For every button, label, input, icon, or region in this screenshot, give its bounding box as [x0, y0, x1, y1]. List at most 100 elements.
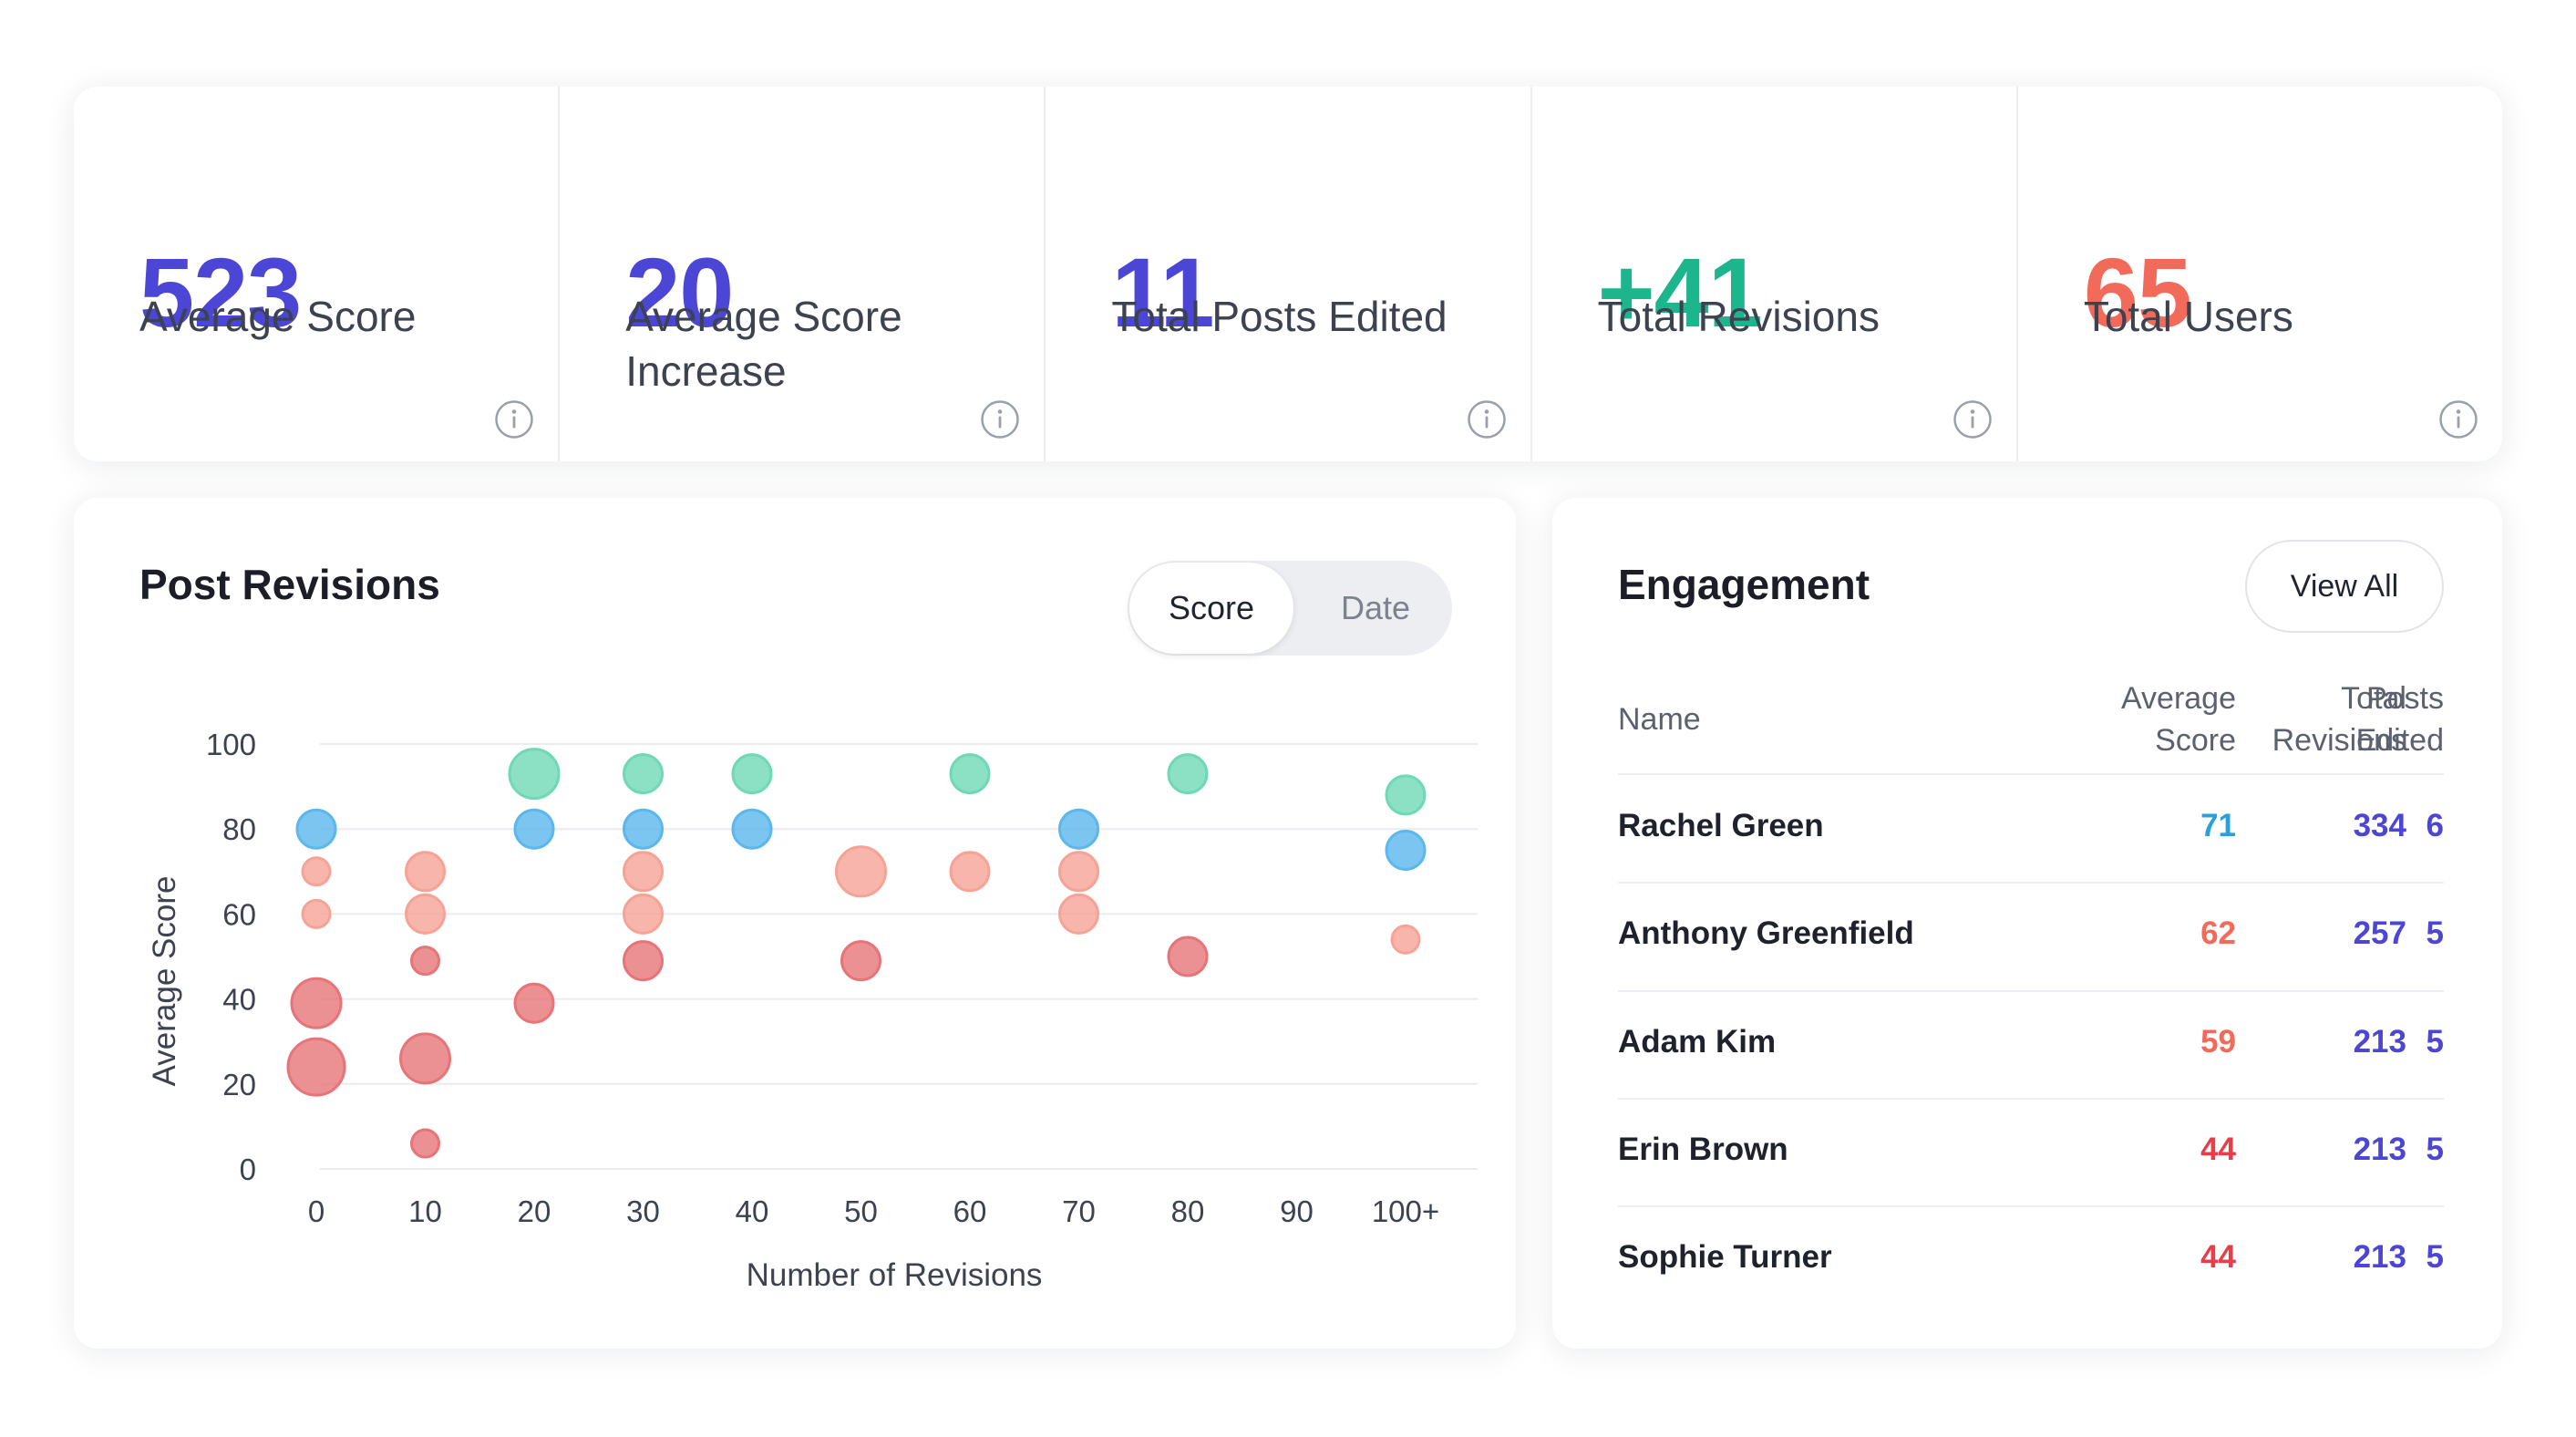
- stat-label: Average Score Increase: [625, 293, 902, 395]
- cell-posts-edited: 5: [2426, 915, 2444, 951]
- stat-label: Total Users: [2083, 293, 2293, 340]
- scatter-point: [295, 808, 337, 850]
- x-tick-label: 0: [308, 1194, 325, 1228]
- scatter-point: [840, 940, 881, 982]
- info-icon[interactable]: [1953, 399, 1993, 439]
- scatter-point: [1058, 893, 1099, 935]
- scatter-point: [1390, 924, 1421, 955]
- x-tick-label: 10: [408, 1194, 442, 1228]
- cell-name: Erin Brown: [1618, 1132, 1788, 1167]
- info-icon[interactable]: [980, 399, 1020, 439]
- scatter-point: [286, 1037, 346, 1097]
- stat-label: Total Posts Edited: [1111, 293, 1448, 340]
- cell-total-revisions: 213: [2353, 1239, 2406, 1275]
- scatter-point: [405, 893, 446, 935]
- scatter-point: [290, 977, 343, 1029]
- scatter-point: [301, 856, 332, 887]
- y-tick-label: 20: [222, 1068, 256, 1101]
- divider: [1618, 1098, 2444, 1100]
- y-tick-label: 80: [222, 812, 256, 846]
- cell-name: Adam Kim: [1618, 1024, 1777, 1060]
- toggle-score[interactable]: Score: [1129, 563, 1293, 654]
- scatter-point: [1167, 753, 1209, 795]
- cell-posts-edited: 5: [2426, 1239, 2444, 1275]
- scatter-point: [835, 845, 887, 898]
- scatter-point: [1058, 851, 1099, 893]
- divider: [1618, 773, 2444, 775]
- scatter-point: [301, 898, 332, 929]
- scatter-point: [731, 808, 773, 850]
- cell-total-revisions: 257: [2353, 915, 2406, 951]
- scatter-point: [1167, 936, 1209, 977]
- cell-total-revisions: 213: [2353, 1024, 2406, 1060]
- info-icon[interactable]: [1467, 399, 1507, 439]
- header-line: Edited: [2355, 723, 2444, 758]
- stat-total-revisions: +41 Total Revisions: [1532, 87, 2018, 461]
- x-tick-label: 30: [626, 1194, 660, 1228]
- cell-posts-edited: 5: [2426, 1132, 2444, 1167]
- card-title: Engagement: [1618, 561, 1870, 608]
- cell-average-score: 44: [2200, 1239, 2236, 1275]
- cell-average-score: 62: [2200, 915, 2236, 951]
- scatter-point: [949, 753, 991, 795]
- stat-value: +41: [1597, 237, 1763, 347]
- scatter-point: [623, 893, 664, 935]
- y-tick-label: 40: [222, 983, 256, 1017]
- header-name: Name: [1618, 702, 1701, 737]
- header-total-revisions: Total Revisions: [2099, 677, 2406, 761]
- x-tick-label: 70: [1062, 1194, 1096, 1228]
- header-average-score: Average Score: [1953, 677, 2236, 761]
- scatter-point: [410, 1128, 440, 1159]
- stat-average-score-increase: 20 Average Score Increase: [560, 87, 1046, 461]
- cell-average-score: 44: [2200, 1132, 2236, 1167]
- x-tick-label: 20: [518, 1194, 551, 1228]
- scatter-point: [623, 851, 664, 893]
- cell-total-revisions: 334: [2353, 808, 2406, 843]
- scatter-point: [1058, 808, 1099, 850]
- x-tick-label: 80: [1171, 1194, 1205, 1228]
- scatter-point: [623, 940, 664, 982]
- scatter-point: [1385, 774, 1427, 816]
- scatter-point: [513, 982, 555, 1024]
- stat-value: 523: [139, 237, 302, 347]
- divider: [1618, 990, 2444, 992]
- x-tick-label: 40: [736, 1194, 769, 1228]
- post-revisions-card: Post Revisions Score Date 0 20 40 60 80 100 0 1…: [74, 498, 1516, 1349]
- header-line: Score: [2155, 723, 2236, 758]
- y-tick-label: 100: [206, 728, 256, 761]
- header-line: Posts: [2365, 681, 2444, 716]
- header-line: Revisions: [2272, 723, 2406, 758]
- info-icon[interactable]: [2438, 399, 2478, 439]
- scatter-point: [405, 851, 446, 893]
- score-date-toggle: Score Date: [1128, 561, 1452, 656]
- scatter-point: [623, 753, 664, 795]
- view-all-button[interactable]: View All: [2245, 540, 2444, 633]
- engagement-card: Engagement View All Name Average Score T…: [1552, 498, 2502, 1349]
- cell-name: Sophie Turner: [1618, 1239, 1832, 1275]
- stat-value: 65: [2083, 237, 2192, 347]
- stat-average-score: 523 Average Score: [74, 87, 561, 461]
- scatter-chart: 0 20 40 60 80 100 0 10 20 30 40 50 60 70 80 90 100+ Numbe…: [147, 728, 1478, 1293]
- x-axis-label: Number of Revisions: [747, 1257, 1043, 1293]
- scatter-point: [949, 851, 991, 893]
- header-line: Total: [2341, 681, 2406, 716]
- card-title: Post Revisions: [139, 561, 440, 608]
- info-icon[interactable]: [494, 399, 534, 439]
- y-tick-label: 60: [222, 897, 256, 931]
- cell-posts-edited: 5: [2426, 1024, 2444, 1060]
- header-line: Average: [2120, 681, 2236, 716]
- y-axis-label: Average Score: [147, 876, 182, 1087]
- x-tick-label: 50: [844, 1194, 878, 1228]
- cell-name: Rachel Green: [1618, 808, 1824, 843]
- scatter-point: [410, 946, 440, 977]
- x-tick-label: 90: [1280, 1194, 1314, 1228]
- cell-total-revisions: 213: [2353, 1132, 2406, 1167]
- scatter-point: [399, 1032, 451, 1085]
- scatter-point: [623, 808, 664, 850]
- stat-value: 20: [625, 237, 734, 347]
- cell-posts-edited: 6: [2426, 808, 2444, 843]
- stat-label: Average Score: [139, 293, 417, 340]
- x-tick-label: 60: [953, 1194, 987, 1228]
- toggle-date[interactable]: Date: [1340, 589, 1411, 626]
- stats-card: 523 Average Score 20 Average Score Incre…: [74, 87, 2502, 461]
